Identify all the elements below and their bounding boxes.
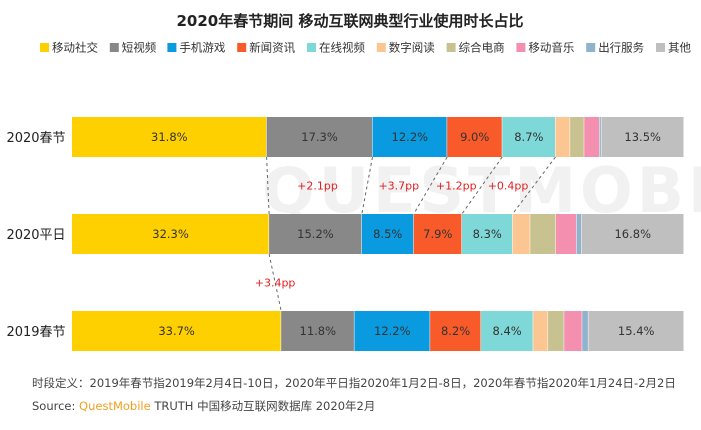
delta-label-3: +0.4pp [488, 180, 529, 193]
bar-2019--6 [548, 311, 564, 351]
bar-2020--6 [570, 117, 584, 157]
bar-2020--5 [512, 214, 530, 254]
bar-label-2020--3: 9.0% [460, 130, 489, 144]
bar-2020--7 [584, 117, 600, 157]
delta-label-0: +2.1pp [297, 180, 338, 193]
bar-label-2019--0: 33.7% [158, 324, 195, 338]
bar-2019--0 [72, 311, 281, 351]
footer-definition: 时段定义：2019年春节指2019年2月4日-10日，2020年平日指2020年… [32, 376, 676, 390]
delta-annotations: +2.1pp +3.7pp +1.2pp +0.4pp +3.4pp [255, 180, 529, 290]
bar-label-2019--2: 12.2% [374, 324, 411, 338]
bar-label-2020--9: 13.5% [624, 130, 661, 144]
bar-2019--2 [354, 311, 430, 351]
bar-2020--8 [599, 117, 601, 157]
category-label-2: 2019春节 [6, 325, 65, 340]
bar-label-2020--0: 31.8% [151, 130, 188, 144]
bar-label-2020--0: 32.3% [152, 227, 189, 241]
connector-a-1 [361, 156, 373, 215]
bars: 31.8% 17.3% 12.2% 9.0% 8.7% 13.5% 32.3% 15.2% 8.… [72, 117, 684, 351]
legend-label-9: 其他 [668, 41, 691, 55]
bar-2019--1 [281, 311, 354, 351]
legend-swatch-4 [307, 43, 316, 52]
legend-label-2: 手机游戏 [179, 41, 225, 55]
legend-label-5: 数字阅读 [389, 41, 435, 55]
bar-2020--6 [530, 214, 556, 254]
legend-label-6: 综合电商 [459, 41, 505, 55]
bar-label-2019--9: 15.4% [618, 324, 655, 338]
bar-2020--1 [266, 117, 372, 157]
bar-2020--2 [372, 117, 447, 157]
bar-2020--3 [413, 214, 462, 254]
legend-swatch-5 [376, 43, 386, 52]
bar-2020--0 [72, 117, 267, 157]
legend-label-4: 在线视频 [319, 41, 365, 55]
bar-label-2020--2: 12.2% [392, 130, 429, 144]
bar-2020--5 [555, 117, 570, 157]
bar-label-2019--1: 11.8% [300, 324, 337, 338]
bar-label-2020--9: 16.8% [614, 227, 651, 241]
connector-lines [266, 156, 556, 312]
delta-label-1: +3.7pp [378, 180, 419, 193]
bar-label-2020--1: 17.3% [301, 130, 338, 144]
connector-a-2 [413, 156, 448, 215]
bar-2020--9 [601, 117, 684, 157]
legend-swatch-3 [237, 43, 247, 52]
legend-label-7: 移动音乐 [528, 41, 574, 55]
bar-2019--4 [481, 311, 533, 351]
legend-label-3: 新闻资讯 [249, 41, 295, 55]
bar-2019--7 [564, 311, 582, 351]
delta-label-2: +1.2pp [436, 180, 477, 193]
bar-2020--9 [581, 214, 684, 254]
footer-source: Source: QuestMobile TRUTH 中国移动互联网数据库 202… [32, 398, 375, 414]
bar-label-2020--1: 15.2% [297, 227, 334, 241]
bar-label-2019--3: 8.2% [441, 324, 470, 338]
bar-2019--3 [430, 311, 481, 351]
bar-2020--4 [461, 214, 513, 254]
legend-swatch-2 [167, 43, 177, 52]
bar-2020--4 [502, 117, 555, 157]
bar-label-2020--4: 8.3% [473, 227, 502, 241]
bar-2019--5 [533, 311, 548, 351]
legend: 移动社交 短视频 手机游戏 新闻资讯 在线视频 数字阅读 综合电商 移动音乐 出行服务 其他 [40, 41, 691, 55]
legend-swatch-8 [586, 43, 596, 52]
bar-label-2020--2: 8.5% [373, 227, 402, 241]
legend-swatch-0 [40, 43, 49, 52]
legend-swatch-7 [516, 43, 526, 52]
category-label-0: 2020春节 [6, 131, 65, 146]
legend-swatch-6 [446, 43, 456, 52]
bar-2020--8 [576, 214, 581, 254]
bar-2020--7 [555, 214, 577, 254]
source-rest: TRUTH 中国移动互联网数据库 2020年2月 [154, 399, 376, 413]
category-label-1: 2020平日 [6, 228, 65, 243]
bar-2019--8 [582, 311, 588, 351]
source-label: Source: [32, 399, 76, 413]
connector-b-0 [268, 253, 282, 312]
legend-swatch-9 [656, 43, 665, 52]
bar-label-2020--4: 8.7% [514, 130, 543, 144]
legend-label-8: 出行服务 [598, 41, 644, 55]
source-brand: QuestMobile [79, 399, 151, 413]
bar-2020--1 [269, 214, 362, 254]
bar-label-2019--4: 8.4% [492, 324, 521, 338]
bar-2020--0 [72, 214, 269, 254]
bar-2020--2 [361, 214, 414, 254]
bar-label-2020--3: 7.9% [423, 227, 452, 241]
delta-label-4: +3.4pp [255, 277, 296, 290]
chart-title: 2020年春节期间 移动互联网典型行业使用时长占比 [177, 12, 524, 30]
legend-label-0: 移动社交 [52, 41, 98, 55]
legend-label-1: 短视频 [122, 41, 157, 55]
category-labels: 2020春节 2020平日 2019春节 [6, 131, 65, 340]
legend-swatch-1 [109, 43, 119, 52]
bar-2019--9 [588, 311, 684, 351]
bar-2020--3 [447, 117, 502, 157]
